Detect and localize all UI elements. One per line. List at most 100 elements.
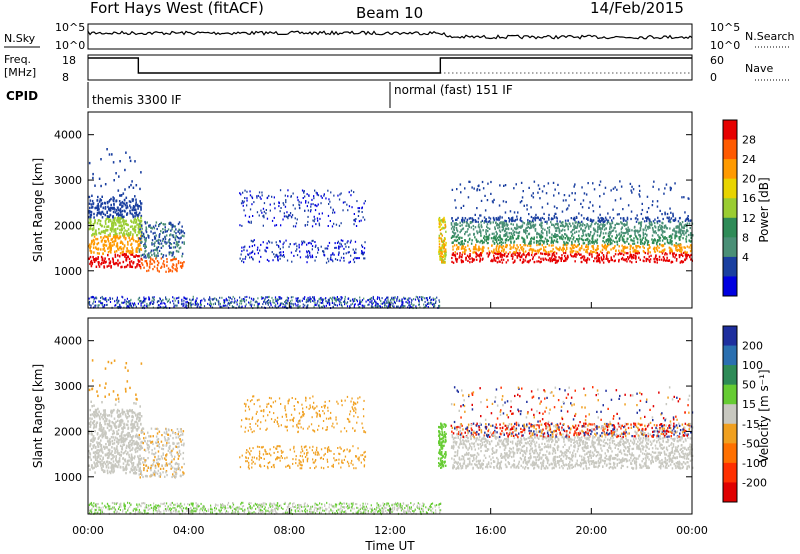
scatter-cell — [520, 226, 522, 229]
scatter-cell — [148, 296, 150, 299]
scatter-cell — [636, 229, 639, 232]
scatter-cell — [145, 305, 148, 308]
scatter-cell — [517, 254, 520, 257]
scatter-cell — [165, 298, 167, 301]
scatter-cell — [107, 253, 109, 257]
scatter-cell — [189, 298, 191, 301]
scatter-cell — [119, 509, 121, 511]
scatter-cell — [361, 299, 364, 302]
scatter-cell — [125, 250, 128, 253]
scatter-cell — [579, 224, 582, 227]
scatter-cell — [457, 216, 459, 219]
scatter-cell — [502, 223, 505, 226]
scatter-cell — [140, 241, 142, 244]
scatter-cell — [295, 222, 298, 225]
scatter-cell — [568, 204, 570, 207]
scatter-cell — [96, 237, 99, 241]
scatter-cell — [314, 245, 317, 248]
scatter-cell — [314, 303, 316, 306]
scatter-cell — [613, 260, 616, 263]
scatter-cell — [514, 253, 516, 256]
scatter-cell — [484, 209, 487, 212]
scatter-cell — [504, 238, 507, 242]
scatter-cell — [153, 242, 155, 246]
scatter-cell — [141, 258, 143, 261]
scatter-cell — [613, 246, 616, 249]
scatter-cell — [421, 504, 423, 507]
scatter-cell — [433, 306, 435, 309]
scatter-cell — [123, 215, 125, 218]
scatter-cell — [140, 302, 142, 305]
scatter-cell — [555, 234, 557, 237]
scatter-cell — [160, 230, 162, 233]
scatter-cell — [98, 228, 100, 231]
scatter-cell — [640, 240, 642, 243]
scatter-cell — [138, 205, 141, 208]
scatter-cell — [306, 250, 308, 253]
scatter-cell — [466, 230, 468, 233]
scatter-cell — [136, 216, 139, 220]
scatter-cell — [368, 298, 371, 301]
scatter-cell — [113, 179, 115, 182]
scatter-cell — [442, 218, 444, 221]
scatter-cell — [654, 218, 656, 221]
scatter-cell — [344, 201, 346, 204]
scatter-cell — [510, 237, 512, 240]
scatter-cell — [119, 228, 121, 232]
scatter-cell — [344, 298, 346, 300]
scatter-cell — [536, 236, 538, 239]
scatter-cell — [92, 232, 94, 236]
scatter-cell — [531, 251, 533, 254]
scatter-cell — [156, 260, 159, 263]
scatter-cell — [175, 268, 177, 272]
scatter-cell — [245, 299, 247, 302]
scatter-cell — [357, 207, 359, 210]
scatter-cell — [477, 217, 480, 220]
scatter-cell — [608, 243, 610, 246]
scatter-cell — [166, 300, 169, 303]
scatter-cell — [462, 227, 465, 230]
scatter-cell — [270, 502, 272, 505]
scatter-cell — [606, 222, 608, 225]
scatter-cell — [618, 213, 620, 216]
scatter-cell — [243, 261, 245, 264]
scatter-cell — [94, 184, 96, 187]
scatter-cell — [506, 231, 508, 234]
scatter-cell — [506, 224, 508, 227]
scatter-cell — [404, 305, 406, 308]
scatter-cell — [442, 254, 445, 257]
scatter-cell — [575, 238, 578, 241]
scatter-cell — [597, 223, 599, 226]
scatter-cell — [577, 244, 579, 247]
scatter-cell — [354, 303, 356, 306]
scatter-cell — [384, 506, 386, 509]
nsky-frame — [87, 23, 693, 50]
scatter-cell — [323, 193, 325, 196]
scatter-cell — [657, 216, 659, 219]
scatter-cell — [582, 229, 584, 233]
scatter-cell — [126, 297, 128, 300]
scatter-cell — [91, 240, 93, 244]
scatter-cell — [438, 218, 440, 221]
scatter-cell — [246, 197, 248, 200]
scatter-cell — [108, 264, 110, 267]
scatter-cell — [256, 196, 258, 199]
scatter-cell — [509, 247, 511, 250]
scatter-cell — [317, 194, 320, 197]
scatter-cell — [174, 225, 176, 228]
scatter-cell — [480, 254, 483, 257]
scatter-cell — [475, 238, 478, 241]
scatter-cell — [504, 241, 507, 244]
scatter-cell — [650, 254, 652, 257]
scatter-cell — [552, 234, 555, 238]
scatter-cell — [356, 200, 358, 203]
scatter-cell — [333, 222, 335, 225]
scatter-cell — [116, 206, 119, 209]
scatter-cell — [138, 211, 141, 215]
scatter-cell — [320, 301, 322, 304]
scatter-cell — [356, 299, 358, 301]
scatter-cell — [314, 302, 316, 305]
scatter-cell — [487, 247, 490, 250]
scatter-cell — [137, 243, 140, 246]
scatter-cell — [689, 250, 692, 253]
